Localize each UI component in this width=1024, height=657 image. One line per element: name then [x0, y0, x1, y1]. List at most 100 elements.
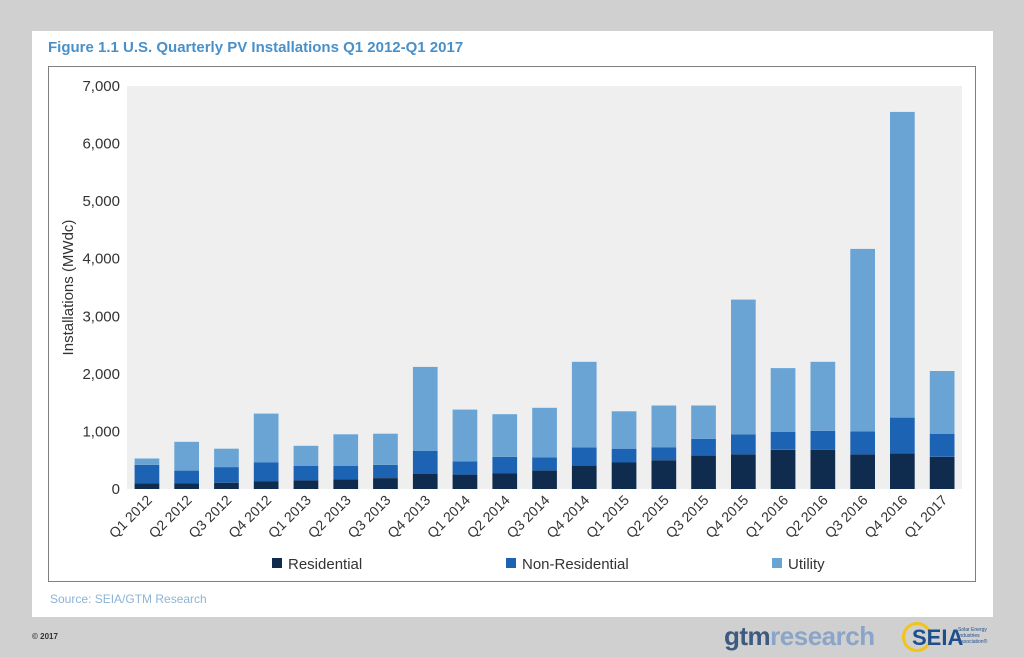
bar-non-residential-q4-2012 [253, 462, 279, 482]
bar-utility-q4-2016 [890, 111, 915, 418]
legend-label: Non-Residential [522, 556, 629, 573]
x-tick-label: Q2 2014 [464, 492, 513, 541]
bar-non-residential-q3-2012 [214, 467, 239, 483]
bar-residential-q3-2013 [373, 478, 398, 489]
legend-swatch-residential [272, 558, 282, 568]
y-tick-label: 1,000 [82, 423, 120, 440]
y-tick-label: 4,000 [82, 251, 120, 268]
bar-utility-q3-2015 [691, 405, 716, 439]
x-tick-label: Q4 2014 [543, 492, 592, 541]
bar-non-residential-q1-2013 [293, 466, 319, 481]
bar-utility-q2-2014 [492, 414, 518, 457]
x-tick-label: Q2 2016 [782, 492, 831, 541]
y-tick-label: 5,000 [82, 193, 120, 210]
bar-utility-q2-2015 [651, 405, 677, 448]
bar-non-residential-q1-2015 [611, 448, 637, 463]
bar-residential-q3-2016 [850, 454, 875, 489]
bar-utility-q1-2017 [929, 371, 955, 434]
bar-utility-q1-2013 [293, 445, 319, 466]
bar-utility-q4-2014 [571, 361, 597, 448]
x-tick-label: Q1 2012 [106, 492, 155, 541]
legend-label: Residential [288, 556, 362, 573]
bar-utility-q3-2013 [373, 433, 398, 465]
bar-utility-q1-2014 [452, 409, 478, 462]
bar-utility-q3-2016 [850, 248, 875, 432]
x-tick-label: Q1 2014 [424, 492, 473, 541]
bar-utility-q4-2013 [412, 366, 438, 451]
y-tick-label: 3,000 [82, 308, 120, 325]
bar-non-residential-q2-2015 [651, 447, 677, 461]
bar-utility-q4-2015 [731, 299, 756, 435]
sun-icon [902, 622, 932, 652]
bar-residential-q1-2017 [929, 456, 955, 489]
bar-residential-q4-2013 [412, 474, 438, 489]
bar-residential-q4-2014 [571, 465, 597, 489]
x-tick-label: Q1 2013 [265, 492, 314, 541]
legend-swatch-non-residential [506, 558, 516, 568]
x-tick-label: Q3 2013 [344, 492, 393, 541]
seia-logo: SEIA Solar Energy Industries Association… [900, 620, 1000, 654]
bar-non-residential-q2-2016 [810, 430, 836, 450]
bar-residential-q2-2016 [810, 449, 836, 489]
bar-non-residential-q2-2013 [333, 466, 359, 480]
x-tick-label: Q1 2016 [742, 492, 791, 541]
x-tick-label: Q3 2016 [821, 492, 870, 541]
plot-frame [48, 66, 976, 582]
bar-residential-q1-2016 [770, 449, 796, 489]
bar-non-residential-q4-2013 [412, 451, 438, 474]
y-tick-label: 0 [112, 481, 120, 498]
x-tick-label: Q4 2015 [702, 492, 751, 541]
bar-residential-q4-2012 [253, 481, 279, 489]
bar-residential-q2-2015 [651, 460, 677, 489]
copyright-text: © 2017 [32, 632, 58, 641]
x-tick-label: Q2 2015 [623, 492, 672, 541]
bar-non-residential-q4-2014 [571, 447, 597, 466]
bar-non-residential-q1-2012 [134, 464, 160, 484]
bar-non-residential-q3-2013 [373, 464, 398, 478]
y-tick-label: 6,000 [82, 136, 120, 153]
bar-non-residential-q3-2014 [532, 457, 557, 471]
bar-residential-q4-2015 [731, 454, 756, 489]
source-note: Source: SEIA/GTM Research [50, 592, 207, 606]
bar-utility-q2-2016 [810, 361, 836, 431]
x-tick-label: Q1 2015 [583, 492, 632, 541]
x-tick-label: Q3 2012 [185, 492, 234, 541]
bar-residential-q1-2014 [452, 474, 478, 489]
bar-residential-q1-2012 [134, 483, 160, 489]
bar-non-residential-q2-2014 [492, 456, 518, 474]
bar-residential-q1-2015 [611, 462, 637, 489]
bar-non-residential-q4-2015 [731, 434, 756, 455]
bar-residential-q3-2012 [214, 482, 239, 489]
bar-residential-q2-2014 [492, 473, 518, 489]
y-tick-label: 7,000 [82, 78, 120, 95]
legend-label: Utility [788, 556, 825, 573]
figure-title: Figure 1.1 U.S. Quarterly PV Installatio… [48, 39, 464, 56]
bar-utility-q1-2016 [770, 368, 796, 432]
bar-utility-q2-2012 [174, 441, 199, 471]
x-tick-label: Q4 2016 [861, 492, 910, 541]
x-tick-label: Q2 2012 [145, 492, 194, 541]
bar-non-residential-q1-2017 [929, 433, 955, 457]
legend-swatch-utility [772, 558, 782, 568]
bar-residential-q2-2013 [333, 479, 359, 489]
bar-residential-q3-2015 [691, 455, 716, 489]
bar-residential-q3-2014 [532, 470, 557, 489]
x-tick-label: Q4 2012 [225, 492, 274, 541]
x-tick-label: Q2 2013 [305, 492, 354, 541]
bar-residential-q2-2012 [174, 483, 199, 489]
bar-residential-q4-2016 [890, 453, 915, 489]
bar-utility-q3-2014 [532, 407, 557, 458]
bar-utility-q2-2013 [333, 434, 359, 466]
x-tick-label: Q3 2014 [503, 492, 552, 541]
bar-residential-q1-2013 [293, 480, 319, 489]
bar-utility-q1-2012 [134, 458, 160, 465]
bar-non-residential-q1-2014 [452, 461, 478, 475]
bar-utility-q1-2015 [611, 411, 637, 449]
x-tick-label: Q3 2015 [662, 492, 711, 541]
bar-non-residential-q3-2015 [691, 438, 716, 456]
bar-non-residential-q4-2016 [890, 417, 915, 454]
bar-non-residential-q3-2016 [850, 431, 875, 455]
x-tick-label: Q4 2013 [384, 492, 433, 541]
y-tick-label: 2,000 [82, 366, 120, 383]
